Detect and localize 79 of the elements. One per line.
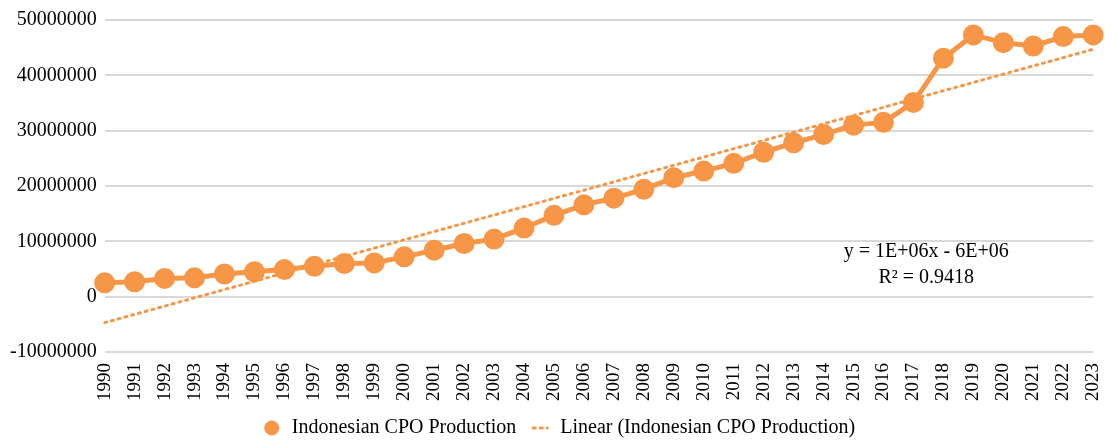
point — [483, 228, 505, 250]
point — [843, 114, 865, 136]
point — [813, 124, 835, 146]
point — [1052, 26, 1074, 48]
legend-label: Linear (Indonesian CPO Production) — [560, 415, 856, 439]
x-tick-label: 1993 — [182, 363, 204, 401]
point — [124, 271, 146, 293]
point — [393, 246, 415, 268]
x-tick-label: 2018 — [931, 363, 953, 401]
point — [303, 255, 325, 277]
x-tick-label: 1990 — [92, 363, 114, 401]
point — [363, 252, 385, 274]
x-tick-label: 2012 — [751, 363, 773, 401]
x-tick-label: 2022 — [1051, 363, 1073, 401]
annotation: y = 1E+06x - 6E+06 — [843, 239, 1009, 263]
y-tick-label: 20000000 — [16, 173, 97, 196]
point — [213, 263, 235, 285]
point — [962, 24, 984, 46]
x-tick-label: 2015 — [841, 363, 863, 401]
x-tick-label: 2017 — [901, 363, 923, 401]
y-tick-label: -10000000 — [9, 339, 97, 362]
x-tick-label: 1997 — [302, 363, 324, 401]
point — [932, 47, 954, 69]
x-tick-label: 1994 — [212, 362, 234, 401]
legend-label: Indonesian CPO Production — [291, 415, 517, 438]
point — [992, 32, 1014, 54]
point — [693, 160, 715, 182]
point — [94, 272, 116, 294]
x-tick-label: 2004 — [512, 362, 534, 401]
x-tick-label: 2006 — [571, 363, 593, 401]
point — [633, 178, 655, 200]
point — [753, 141, 775, 163]
x-tick-label: 1991 — [122, 363, 144, 401]
y-tick-label: 40000000 — [16, 62, 97, 85]
x-tick-label: 2009 — [661, 363, 683, 401]
point — [423, 239, 445, 261]
x-tick-label: 2001 — [422, 363, 444, 401]
point — [1082, 24, 1104, 46]
x-tick-label: 2023 — [1081, 363, 1103, 401]
x-tick-label: 2007 — [601, 363, 623, 401]
x-tick-label: 2002 — [452, 363, 474, 401]
x-tick-label: 2014 — [811, 362, 833, 401]
x-tick-label: 1996 — [272, 363, 294, 401]
point — [873, 111, 895, 133]
point — [783, 132, 805, 154]
point — [243, 261, 265, 283]
y-tick-label: 50000000 — [16, 7, 97, 30]
x-tick-label: 1992 — [152, 363, 174, 401]
x-tick-label: 1998 — [332, 363, 354, 401]
point — [333, 252, 355, 274]
y-tick-label: 30000000 — [16, 117, 97, 140]
point — [1022, 35, 1044, 57]
x-tick-label: 2019 — [961, 363, 983, 401]
x-tick-label: 2000 — [392, 363, 414, 401]
x-tick-label: 2020 — [991, 363, 1013, 401]
point — [453, 233, 475, 255]
x-tick-label: 2021 — [1021, 363, 1043, 401]
point — [723, 152, 745, 174]
point — [902, 91, 924, 113]
point — [543, 204, 565, 226]
point — [573, 194, 595, 216]
point — [663, 167, 685, 189]
point — [513, 217, 535, 239]
x-tick-label: 2005 — [541, 363, 563, 401]
y-tick-label: 0 — [86, 283, 97, 306]
y-tick-label: 10000000 — [16, 228, 97, 251]
x-tick-label: 2013 — [781, 363, 803, 401]
x-tick-label: 2011 — [721, 363, 743, 401]
x-tick-label: 2008 — [631, 363, 653, 401]
annotation: R² = 0.9418 — [878, 265, 975, 288]
point — [184, 267, 206, 289]
x-tick-label: 1999 — [362, 363, 384, 401]
x-tick-label: 2010 — [691, 363, 713, 401]
point — [603, 187, 625, 209]
x-tick-label: 1995 — [242, 363, 264, 401]
point — [273, 259, 295, 281]
x-tick-label: 2016 — [871, 363, 893, 401]
point — [154, 267, 176, 289]
x-tick-label: 2003 — [482, 363, 504, 401]
